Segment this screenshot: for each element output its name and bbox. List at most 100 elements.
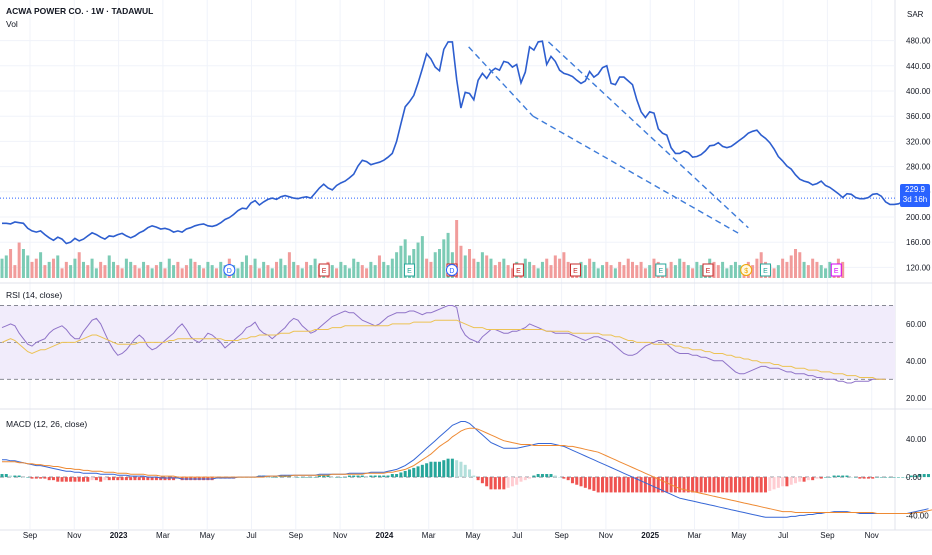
volume-bar [150,268,154,278]
event-marker-label: E [322,268,327,275]
macd-histogram-bar [489,477,493,490]
macd-histogram-bar [112,477,116,481]
macd-histogram-bar [322,475,326,478]
macd-histogram-bar [528,477,532,479]
volume-bar [691,268,695,278]
volume-bar [433,252,437,278]
volume-bar [21,249,25,278]
volume-bar [133,265,137,278]
macd-histogram-bar [438,461,441,478]
volume-bar [459,245,463,278]
macd-histogram-bar [154,477,158,481]
macd-histogram-bar [703,477,707,493]
macd-histogram-bar [879,477,883,478]
macd-histogram-bar [866,477,870,479]
volume-bar [167,258,171,278]
volume-bar [386,265,390,278]
event-marker-label: E [516,268,521,275]
event-marker-label: $ [744,268,748,275]
dividend-marker [223,264,236,276]
macd-histogram-bar [395,474,399,478]
macd-histogram-bar [553,475,557,478]
macd-histogram-bar [4,474,8,478]
macd-histogram-bar [926,474,930,478]
macd-histogram-bar [26,477,30,478]
macd-histogram-bar [845,475,849,478]
volume-bar [712,261,716,278]
volume-bar [545,258,549,278]
volume-bar [695,261,699,278]
volume-bar [343,265,347,278]
macd-histogram-bar [13,475,17,478]
volume-bar [26,255,30,278]
volume-bar [583,265,587,278]
price-tick-label: 360.00 [906,112,931,121]
macd-histogram-bar [699,477,703,493]
macd-histogram-bar [862,477,866,479]
macd-histogram-bar [360,475,364,478]
macd-histogram-bar [407,469,411,478]
macd-signal-line [2,427,932,514]
macd-histogram-bar [742,477,746,493]
macd-histogram-bar [476,477,480,481]
macd-histogram-bar [579,477,583,487]
macd-histogram-bar [643,477,647,493]
volume-bar [682,261,686,278]
volume-bar [721,261,725,278]
time-tick-label: Mar [156,531,170,540]
volume-bar [806,265,810,278]
volume-bar [43,265,47,278]
volume-bar [476,261,480,278]
macd-histogram-bar [86,477,90,482]
volume-bar [678,258,682,278]
volume-bar [103,265,107,278]
volume-bar [292,261,296,278]
volume-bar [442,239,446,278]
macd-histogram-bar [51,477,55,481]
macd-histogram-bar [275,477,279,478]
macd-histogram-bar [519,477,523,482]
volume-bar [124,258,128,278]
volume-bar [30,261,34,278]
volume-bar [562,252,566,278]
volume-bar [566,261,570,278]
macd-histogram-bar [81,477,85,482]
macd-histogram-bar [656,477,660,493]
macd-histogram-bar [377,475,381,478]
time-tick-label: Nov [865,531,879,540]
macd-histogram-bar [330,477,334,478]
volume-bar [425,258,429,278]
price-tick-label: 280.00 [906,163,931,172]
event-marker-label: E [573,268,578,275]
volume-bar [579,261,583,278]
volume-bar [824,268,828,278]
macd-histogram-bar [785,477,789,487]
volume-bar [335,268,339,278]
macd-histogram-bar [712,477,716,493]
volume-bar [558,258,562,278]
macd-histogram-bar [47,477,51,481]
volume-bar [549,265,553,278]
macd-histogram-bar [146,477,150,481]
volume-bar [56,255,60,278]
macd-histogram-bar [309,477,313,478]
volume-bar [510,268,514,278]
volume-bar [592,261,596,278]
macd-tick-label: 0.00 [906,473,922,482]
earnings-marker [655,263,667,277]
volume-bar [202,268,206,278]
time-tick-label: May [200,531,215,540]
macd-histogram-bar [9,475,13,478]
rsi-ma-line [1,319,886,380]
volume-bar [390,258,394,278]
macd-histogram-bar [459,461,463,478]
time-tick-label: Jul [512,531,522,540]
volume-bar [360,265,364,278]
volume-bar [356,261,360,278]
macd-histogram-bar [875,477,879,478]
volume-bar [99,261,103,278]
macd-histogram-bar [43,477,47,479]
price-line [2,40,912,245]
macd-line [2,421,929,518]
